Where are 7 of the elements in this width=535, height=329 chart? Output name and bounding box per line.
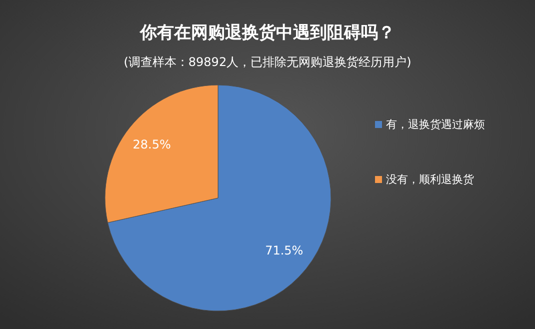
slice-label: 有，退换货遇过麻烦 [386, 118, 485, 132]
pie-slice [107, 84, 332, 312]
data-label: 71.5% [265, 243, 304, 258]
chart-subtitle: (调查样本：89892人，已排除无网购退换货经历用户) [124, 55, 412, 69]
data-label: 28.5% [132, 137, 171, 152]
legend-label: 没有，顺利退换货 [386, 173, 474, 186]
chart-title: 你有在网购退换货中遇到阻碍吗？ [139, 23, 395, 43]
